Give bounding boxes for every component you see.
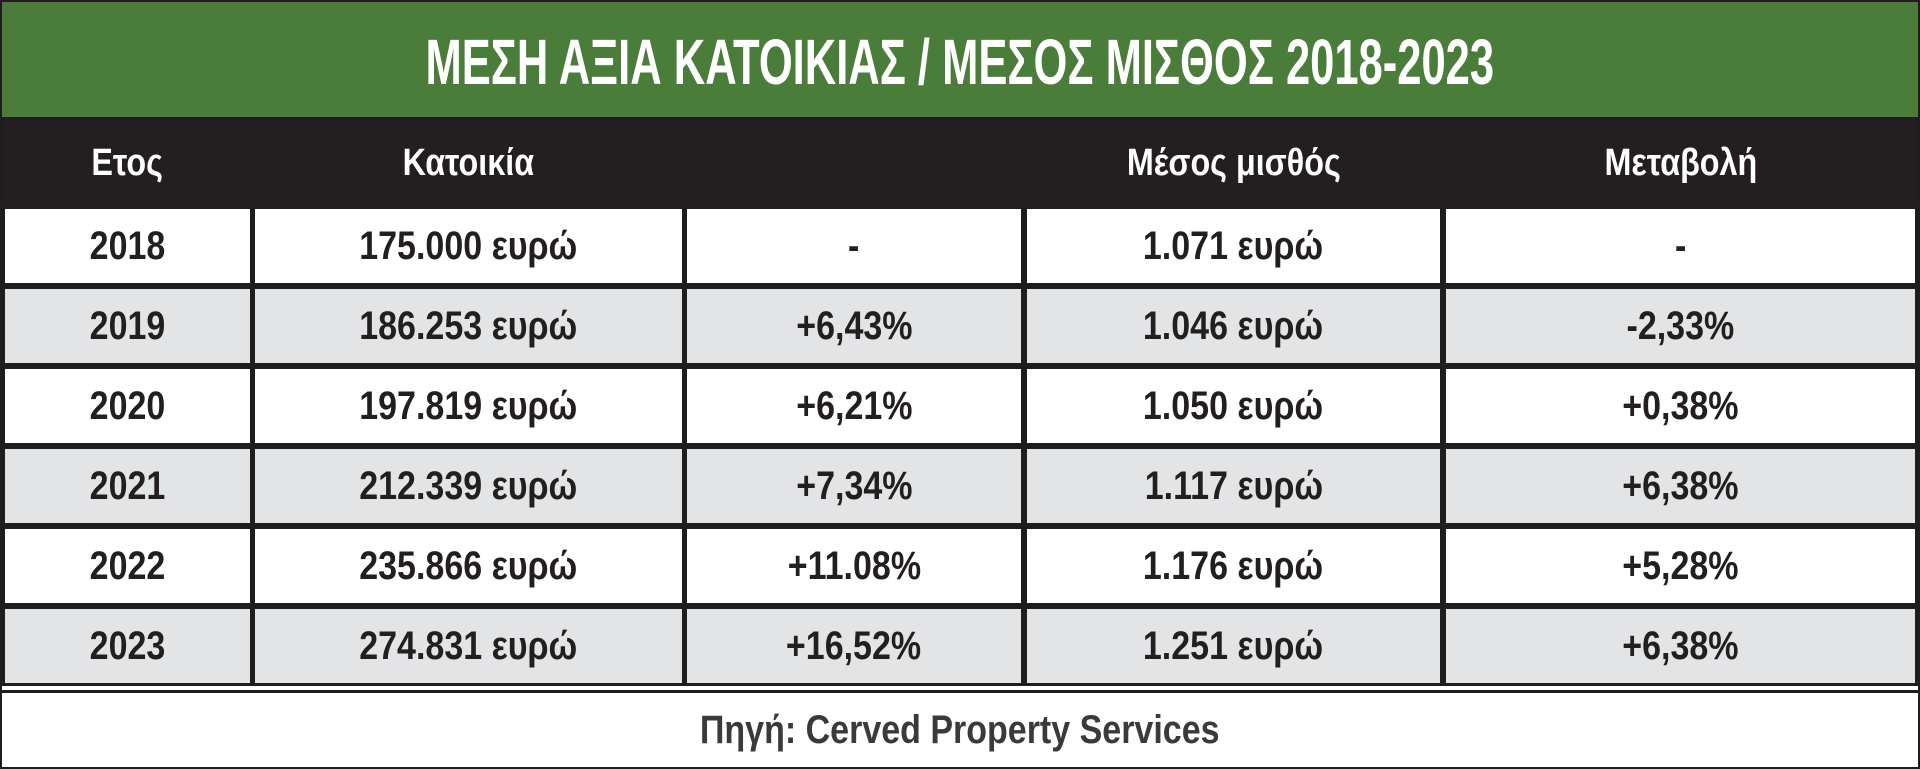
cell-year: 2022 — [5, 529, 250, 603]
table-row: 2019 186.253 ευρώ +6,43% 1.046 ευρώ -2,33% — [2, 286, 1918, 366]
cell-salary: 1.251 ευρώ — [1027, 609, 1440, 683]
cell-salary-change: +6,38% — [1446, 609, 1915, 683]
column-header-year: Ετος — [91, 141, 163, 184]
cell-year: 2020 — [5, 369, 250, 443]
cell-salary-change: +6,38% — [1446, 449, 1915, 523]
source-note: Πηγή: Cerved Property Services — [2, 690, 1918, 767]
chart-title: ΜΕΣΗ ΑΞΙΑ ΚΑΤΟΙΚΙΑΣ / ΜΕΣΟΣ ΜΙΣΘΟΣ 2018-… — [425, 25, 1495, 98]
cell-salary-change: +5,28% — [1446, 529, 1915, 603]
cell-house-change: - — [687, 209, 1021, 283]
cell-house-change: +6,21% — [687, 369, 1021, 443]
table-row: 2023 274.831 ευρώ +16,52% 1.251 ευρώ +6,38% — [2, 606, 1918, 686]
cell-year: 2019 — [5, 289, 250, 363]
table-row: 2020 197.819 ευρώ +6,21% 1.050 ευρώ +0,38% — [2, 366, 1918, 446]
cell-salary-change: - — [1446, 209, 1915, 283]
column-header-salary-change: Μεταβολή — [1604, 141, 1757, 184]
header-row: Ετος Κατοικία Μέσος μισθός Μεταβολή — [2, 120, 1918, 206]
cell-year: 2023 — [5, 609, 250, 683]
cell-year: 2018 — [5, 209, 250, 283]
cell-house-value: 186.253 ευρώ — [255, 289, 682, 363]
column-header-house-change — [684, 120, 1024, 206]
table-row: 2018 175.000 ευρώ -1.071 ευρώ - — [2, 206, 1918, 286]
cell-house-value: 235.866 ευρώ — [255, 529, 682, 603]
cell-house-value: 197.819 ευρώ — [255, 369, 682, 443]
cell-salary: 1.176 ευρώ — [1027, 529, 1440, 603]
cell-house-change: +6,43% — [687, 289, 1021, 363]
cell-salary: 1.071 ευρώ — [1027, 209, 1440, 283]
cell-salary: 1.050 ευρώ — [1027, 369, 1440, 443]
table-row: 2021 212.339 ευρώ +7,34% 1.117 ευρώ +6,38% — [2, 446, 1918, 526]
cell-year: 2021 — [5, 449, 250, 523]
cell-salary: 1.046 ευρώ — [1027, 289, 1440, 363]
column-header-house: Κατοικία — [402, 141, 534, 184]
cell-house-value: 212.339 ευρώ — [255, 449, 682, 523]
cell-salary-change: -2,33% — [1446, 289, 1915, 363]
cell-house-change: +7,34% — [687, 449, 1021, 523]
title-bar: ΜΕΣΗ ΑΞΙΑ ΚΑΤΟΙΚΙΑΣ / ΜΕΣΟΣ ΜΙΣΘΟΣ 2018-… — [2, 2, 1918, 120]
column-header-salary: Μέσος μισθός — [1126, 141, 1341, 184]
cell-house-value: 274.831 ευρώ — [255, 609, 682, 683]
cell-salary: 1.117 ευρώ — [1027, 449, 1440, 523]
cell-house-change: +16,52% — [687, 609, 1021, 683]
cell-salary-change: +0,38% — [1446, 369, 1915, 443]
cell-house-value: 175.000 ευρώ — [255, 209, 682, 283]
cell-house-change: +11.08% — [687, 529, 1021, 603]
table-row: 2022 235.866 ευρώ +11.08% 1.176 ευρώ +5,28% — [2, 526, 1918, 606]
